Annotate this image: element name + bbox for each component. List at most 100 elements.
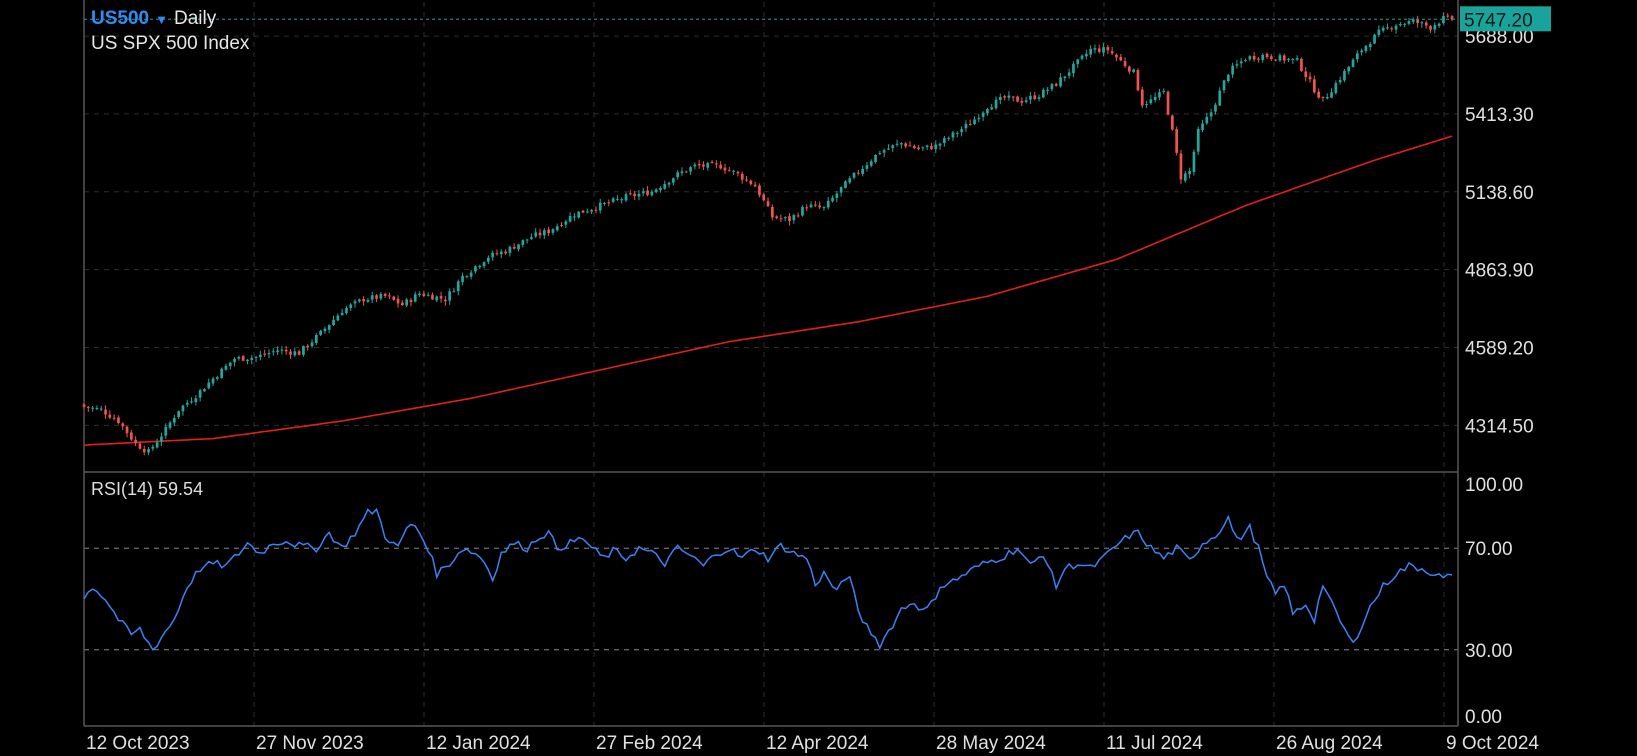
candle-body[interactable] [676,172,679,178]
candle-body[interactable] [1158,92,1161,98]
candle-body[interactable] [611,198,615,202]
candle-body[interactable] [456,281,460,292]
candle-body[interactable] [375,295,378,299]
candle-body[interactable] [999,97,1002,100]
candle-body[interactable] [1287,58,1290,61]
candle-body[interactable] [418,293,421,296]
candle-body[interactable] [844,181,847,188]
candle-body[interactable] [173,418,176,423]
candle-body[interactable] [306,345,310,347]
candle-body[interactable] [327,325,331,330]
candle-body[interactable] [753,184,757,187]
candle-body[interactable] [710,161,714,163]
candle-body[interactable] [1261,54,1265,60]
candle-body[interactable] [1042,89,1045,98]
candle-body[interactable] [925,145,929,147]
candle-body[interactable] [1364,45,1368,51]
candle-body[interactable] [207,382,211,389]
candle-body[interactable] [1128,66,1131,72]
candle-body[interactable] [478,265,482,268]
candle-body[interactable] [1214,104,1217,112]
candle-body[interactable] [1115,54,1118,58]
candle-body[interactable] [1442,16,1445,24]
candle-body[interactable] [1067,72,1071,76]
candle-body[interactable] [1308,76,1312,80]
candle-body[interactable] [142,449,146,453]
candle-body[interactable] [1360,50,1363,53]
candle-body[interactable] [1399,24,1402,26]
candle-body[interactable] [1029,95,1032,100]
candle-body[interactable] [1351,59,1355,67]
candle-body[interactable] [422,293,426,296]
candle-body[interactable] [831,197,834,202]
candle-body[interactable] [358,299,361,302]
candle-body[interactable] [117,417,120,424]
candle-body[interactable] [826,200,830,208]
candle-body[interactable] [392,296,396,300]
candle-body[interactable] [887,148,890,150]
candle-body[interactable] [594,209,598,211]
candle-body[interactable] [857,172,860,174]
candle-body[interactable] [220,368,223,378]
candle-body[interactable] [233,358,236,363]
candle-body[interactable] [405,299,408,306]
candle-body[interactable] [1386,27,1389,29]
candle-body[interactable] [1080,55,1084,59]
candle-body[interactable] [495,253,499,255]
candle-body[interactable] [121,423,125,427]
candle-body[interactable] [1140,89,1144,106]
candle-body[interactable] [246,359,249,362]
candle-body[interactable] [409,299,413,302]
candle-body[interactable] [508,246,512,253]
candle-body[interactable] [1368,44,1372,47]
candle-body[interactable] [1024,100,1028,102]
candle-body[interactable] [917,147,920,149]
candle-body[interactable] [1016,96,1019,102]
candle-body[interactable] [719,164,722,169]
candle-body[interactable] [1209,112,1213,117]
candle-body[interactable] [1097,48,1101,52]
candle-body[interactable] [568,216,572,222]
candle-body[interactable] [362,299,365,302]
candle-body[interactable] [315,335,318,343]
candle-body[interactable] [534,232,538,237]
candle-body[interactable] [869,161,873,166]
candle-body[interactable] [1003,96,1006,98]
candle-body[interactable] [908,145,912,147]
candle-body[interactable] [1295,58,1299,60]
symbol-button[interactable]: US500 [91,8,150,29]
candle-body[interactable] [1300,58,1303,71]
candle-body[interactable] [1205,116,1209,124]
candle-body[interactable] [1390,28,1394,30]
candle-body[interactable] [861,169,864,174]
candle-body[interactable] [1394,25,1398,30]
candle-body[interactable] [1011,96,1015,98]
candle-body[interactable] [237,357,241,359]
candle-body[interactable] [702,164,705,167]
candle-body[interactable] [616,198,619,200]
candle-body[interactable] [1373,34,1376,44]
candle-body[interactable] [955,132,959,134]
candle-body[interactable] [461,275,464,283]
candle-body[interactable] [646,190,649,196]
candle-body[interactable] [1446,15,1450,17]
candle-body[interactable] [1356,53,1359,60]
candle-body[interactable] [1145,104,1148,105]
candle-body[interactable] [521,240,525,245]
candle-body[interactable] [177,411,180,417]
candle-body[interactable] [1450,16,1454,20]
candle-body[interactable] [891,145,895,149]
candle-body[interactable] [723,167,727,171]
candle-body[interactable] [788,216,791,222]
candle-body[interactable] [336,315,340,321]
candle-body[interactable] [130,432,133,440]
candle-body[interactable] [211,378,215,384]
candle-body[interactable] [581,210,585,213]
candle-body[interactable] [379,294,383,299]
candle-body[interactable] [693,164,697,167]
candle-body[interactable] [878,153,882,155]
candle-body[interactable] [1192,151,1196,172]
candle-body[interactable] [680,171,684,173]
candle-body[interactable] [938,143,942,146]
candle-body[interactable] [607,202,611,204]
